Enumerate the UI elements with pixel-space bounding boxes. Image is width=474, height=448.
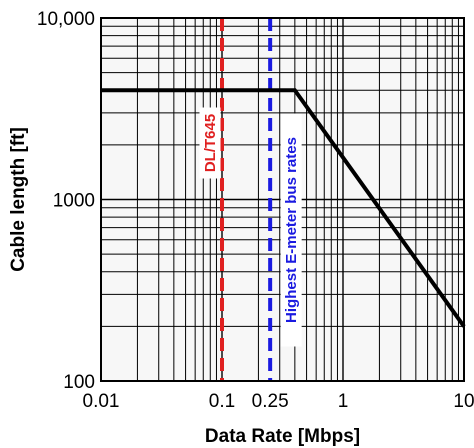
- x-tick-label: 0.25: [252, 391, 289, 412]
- reference-line-label-text: Highest E-meter bus rates: [283, 137, 300, 323]
- y-tick-label: 100: [63, 372, 95, 393]
- x-tick-label: 1: [338, 391, 349, 412]
- y-tick-label: 1000: [53, 191, 95, 212]
- x-tick-label: 10: [453, 391, 474, 412]
- reference-line-label-text: DL/T645: [202, 114, 219, 172]
- cable-length-line: [101, 88, 466, 328]
- x-axis-label: Data Rate [Mbps]: [205, 426, 360, 447]
- x-tick-label: 0.1: [209, 391, 235, 412]
- y-axis-label: Cable length [ft]: [8, 127, 29, 272]
- label-background: [280, 113, 302, 347]
- reference-line-label: DL/T645: [199, 107, 221, 179]
- plot-frame: [100, 17, 465, 382]
- y-tick-label: 10,000: [37, 9, 95, 30]
- reference-line-label: Highest E-meter bus rates: [280, 113, 302, 347]
- x-tick-label: 0.01: [83, 391, 120, 412]
- tick-labels: 0.01 0.1 0.25 1 10 100 1000 10,000: [37, 9, 474, 412]
- series-group: [101, 88, 466, 328]
- reference-lines: DL/T645 Highest E-meter bus rates: [199, 18, 302, 381]
- label-background: [199, 107, 221, 179]
